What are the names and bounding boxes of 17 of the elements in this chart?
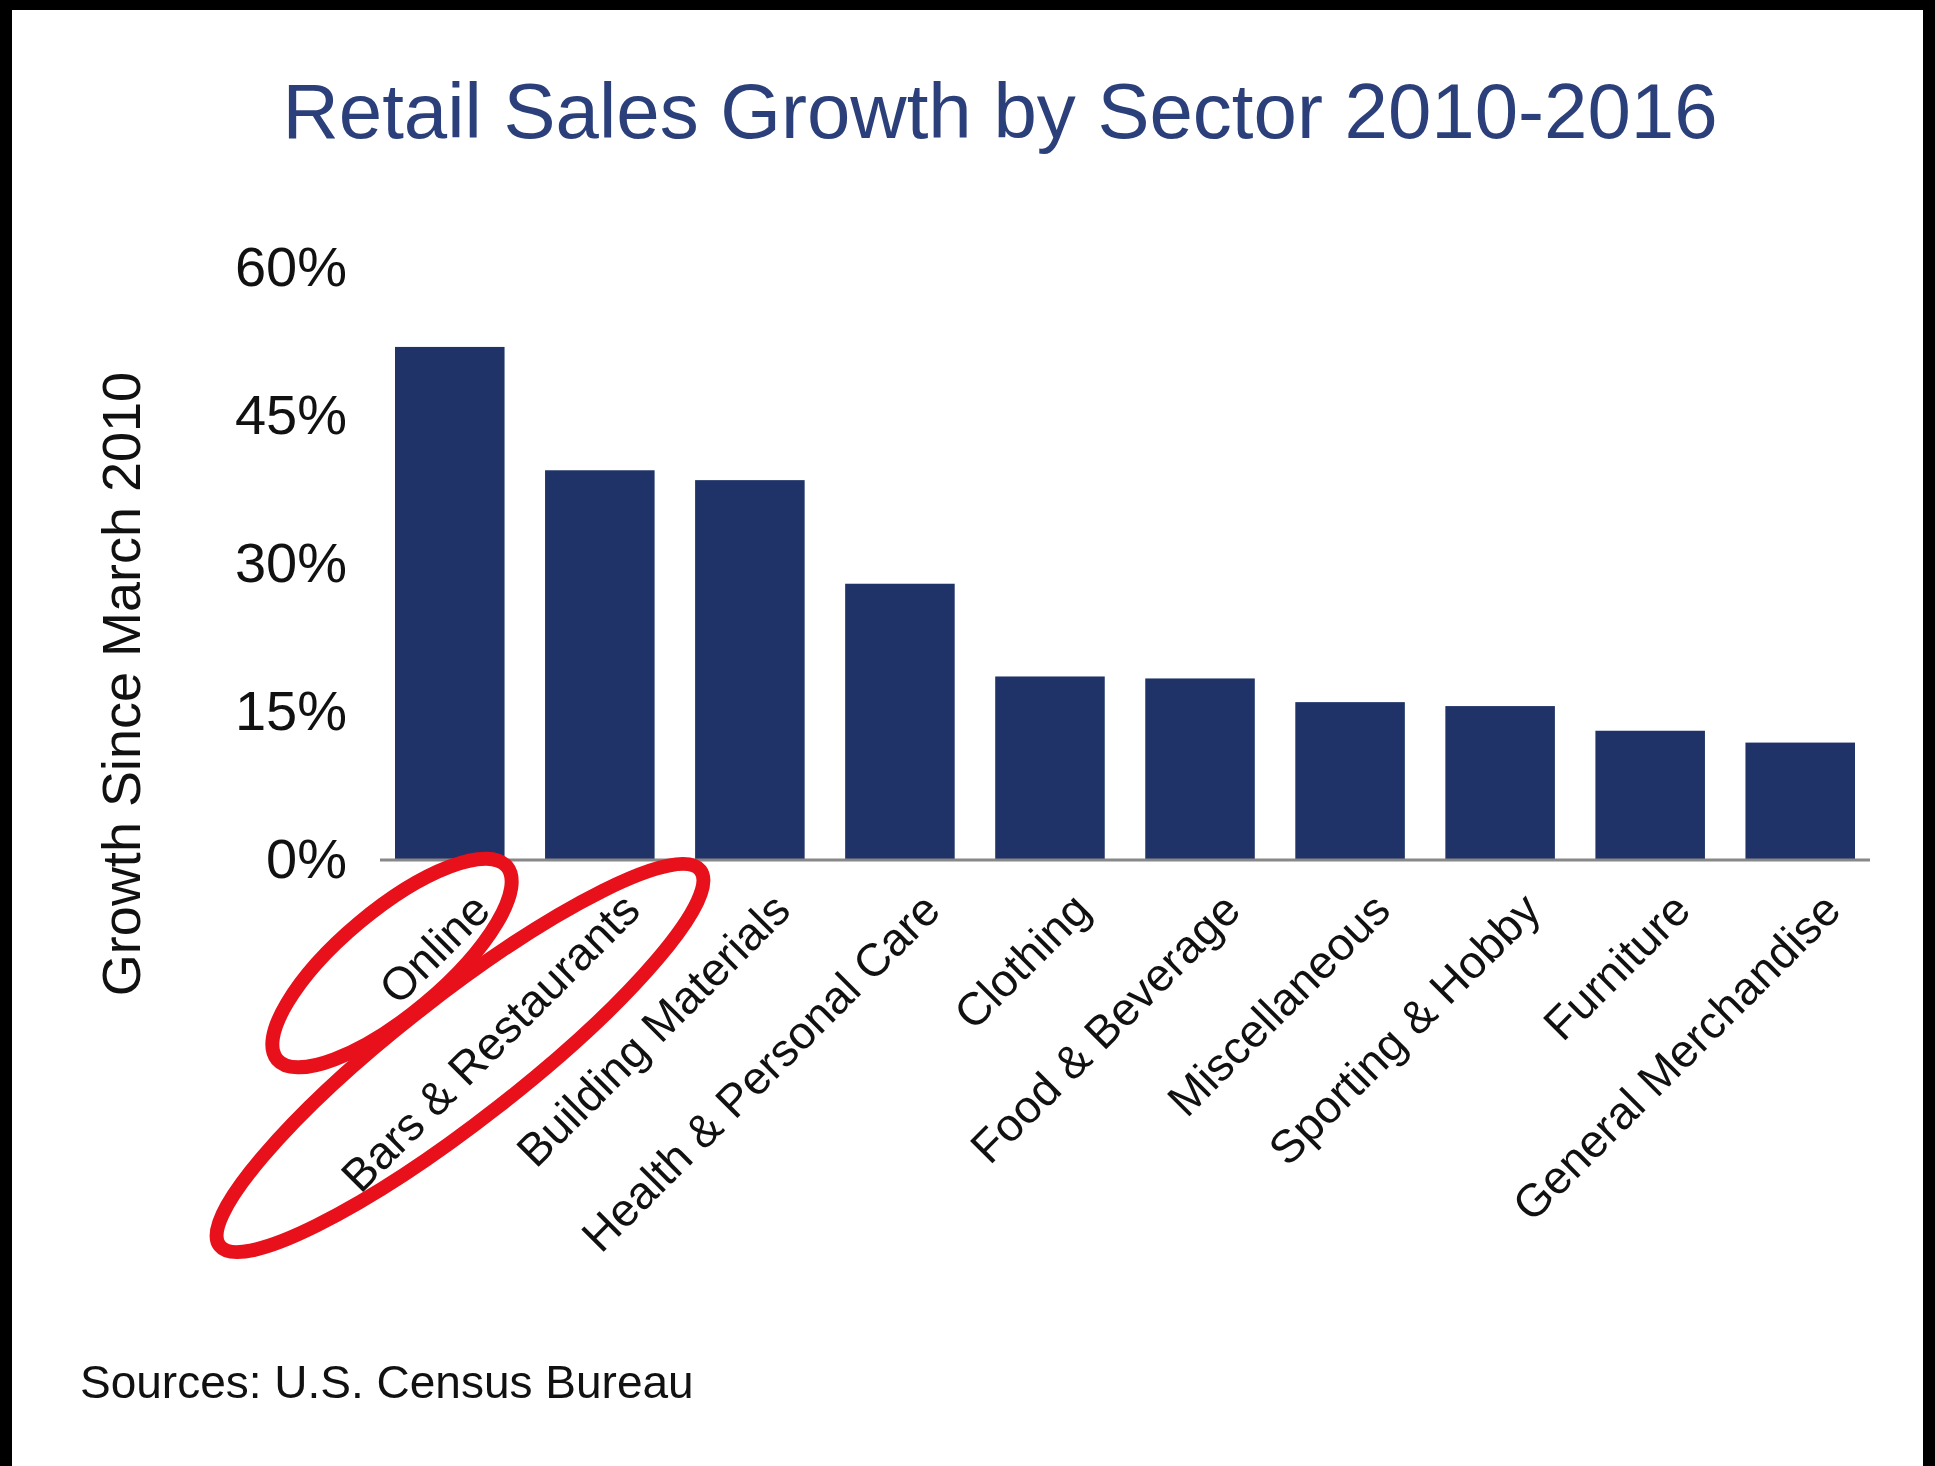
bar [845, 583, 955, 860]
bar [695, 480, 805, 860]
source-note: Sources: U.S. Census Bureau [80, 1356, 694, 1408]
y-tick-label: 15% [234, 679, 347, 743]
bar [1145, 678, 1255, 860]
y-axis-title: Growth Since March 2010 [91, 371, 151, 997]
y-tick-label: 45% [234, 383, 347, 447]
bar [1745, 742, 1855, 860]
bar [1445, 706, 1555, 860]
bar [545, 470, 655, 860]
y-tick-label: 0% [266, 827, 347, 891]
bar [1295, 702, 1405, 860]
y-tick-label: 60% [234, 235, 347, 299]
chart-title: Retail Sales Growth by Sector 2010-2016 [282, 67, 1718, 155]
bar [995, 676, 1105, 860]
y-tick-label: 30% [234, 531, 347, 595]
bar [1595, 730, 1705, 860]
